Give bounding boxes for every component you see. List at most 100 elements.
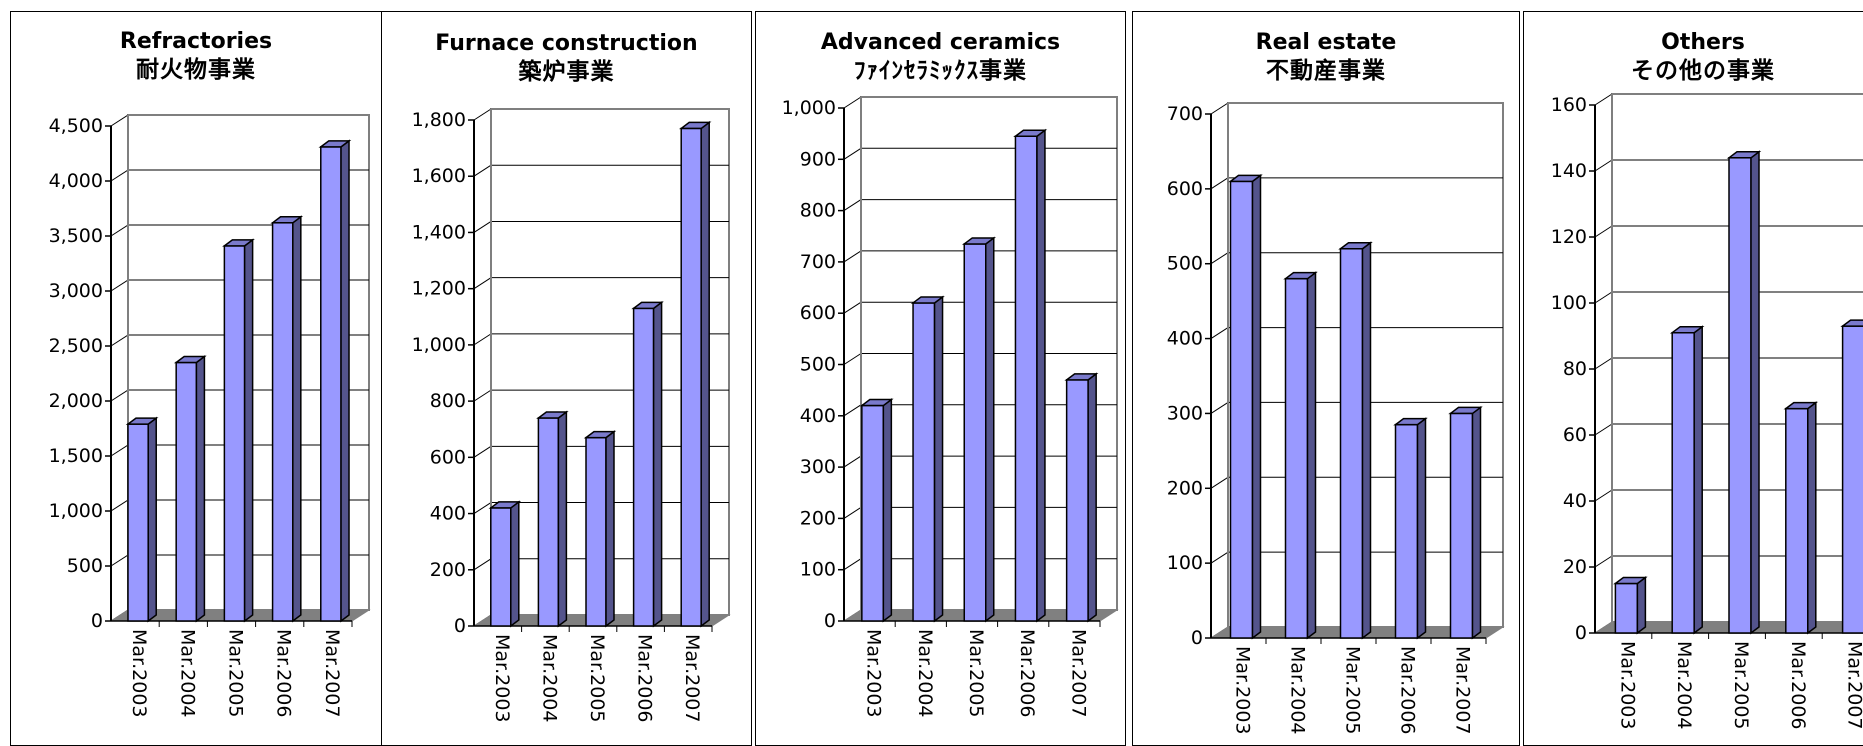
bar-front xyxy=(1339,247,1364,639)
bar-chart-others: 0 20 40 60 80 100 120 140 160 Mar.2003 Mar.2004 Mar… xyxy=(1551,93,1863,730)
y-tick-label: 140 xyxy=(1551,160,1587,182)
bar xyxy=(318,139,352,623)
y-tick-label: 20 xyxy=(1563,556,1587,578)
gridline-side xyxy=(843,96,862,109)
gridline-side xyxy=(110,224,129,237)
bar-side xyxy=(292,215,302,623)
gridline-side xyxy=(1210,177,1229,190)
y-tick-label: 0 xyxy=(824,610,836,632)
bar xyxy=(1448,405,1483,640)
chart-panel-furnace-construction: Furnace construction 築炉事業 0 200 400 600 800 1… xyxy=(381,11,752,746)
bar-top xyxy=(1840,319,1863,327)
x-tick-label: Mar.2006 xyxy=(273,629,295,718)
chart-title-english: Others xyxy=(1661,30,1745,55)
gridline-side xyxy=(1594,225,1613,238)
bar-front xyxy=(861,404,885,622)
gridline-side xyxy=(110,169,129,182)
bar-front xyxy=(585,436,607,627)
y-tick-label: 0 xyxy=(1191,627,1203,649)
y-tick-label: 60 xyxy=(1563,424,1587,446)
bar-top xyxy=(125,417,159,425)
chart-panel-advanced-ceramics: Advanced ceramics ﾌｧｲﾝｾﾗﾐｯｸｽ事業 0 100 200 30… xyxy=(755,11,1126,746)
bar-side xyxy=(1693,325,1703,635)
y-tick-label: 700 xyxy=(800,251,836,273)
y-tick-label: 500 xyxy=(67,555,103,577)
bar-top xyxy=(1338,241,1373,250)
y-tick-label: 800 xyxy=(800,200,836,222)
bar-side xyxy=(1471,405,1482,640)
bar-top xyxy=(536,411,569,419)
bar xyxy=(1840,319,1863,634)
y-tick-label: 300 xyxy=(800,456,836,478)
x-tick-label: Mar.2004 xyxy=(1673,641,1695,730)
gridline-side xyxy=(110,389,129,402)
bar-front xyxy=(127,423,149,622)
bar-front xyxy=(912,302,936,622)
bar-top xyxy=(1669,325,1705,334)
gridline-side xyxy=(473,445,492,458)
chart-panel-real-estate: Real estate 不動産事業 0 100 200 300 400 500 600 700… xyxy=(1132,11,1520,746)
chart-panel-refractories: Refractories 耐火物事業 0 500 1,000 1,500 2,000 2,… xyxy=(10,11,382,746)
y-tick-label: 3,500 xyxy=(49,225,103,247)
y-tick-label: 40 xyxy=(1563,490,1587,512)
x-tick-label: Mar.2007 xyxy=(681,634,703,723)
bar-side xyxy=(933,295,944,623)
x-tick-label: Mar.2003 xyxy=(491,634,513,723)
chart-title: Advanced ceramics ﾌｧｲﾝｾﾗﾐｯｸｽ事業 xyxy=(756,29,1125,85)
bar-side xyxy=(510,500,520,628)
gridline-side xyxy=(473,558,492,571)
gridline-side xyxy=(110,554,129,567)
bar xyxy=(1283,271,1318,640)
bar-front xyxy=(1785,407,1809,634)
x-tick-label: Mar.2006 xyxy=(1397,646,1419,735)
x-tick-label: Mar.2007 xyxy=(1452,646,1474,735)
y-tick-label: 800 xyxy=(430,390,466,412)
bar-top xyxy=(1613,576,1648,585)
bar xyxy=(1013,128,1048,623)
bar xyxy=(1228,173,1263,640)
bar xyxy=(1669,325,1705,635)
y-tick-label: 2,500 xyxy=(49,335,103,357)
x-tick-label: Mar.2005 xyxy=(1730,641,1752,730)
x-tick-label: Mar.2003 xyxy=(128,629,150,718)
bar-side xyxy=(1361,241,1372,640)
bar-side xyxy=(1306,271,1317,640)
bar-top xyxy=(961,237,997,245)
y-tick-label: 500 xyxy=(1167,253,1203,275)
bar-front xyxy=(1014,135,1038,622)
gridline-side xyxy=(473,277,492,290)
bar-front xyxy=(175,361,198,622)
gridline-side xyxy=(1210,402,1229,414)
bar-top xyxy=(910,296,945,304)
x-tick-label: Mar.2003 xyxy=(1232,646,1254,735)
bar xyxy=(1064,372,1099,623)
x-tick-label: Mar.2007 xyxy=(1067,629,1089,718)
bar-side xyxy=(1251,173,1262,640)
x-tick-label: Mar.2004 xyxy=(176,629,198,718)
chart-panel-others: Others その他の事業 0 20 40 60 80 100 120 140 160 Mar.2… xyxy=(1523,11,1863,746)
gridline-side xyxy=(473,333,492,346)
gridline-side xyxy=(1210,551,1229,564)
y-tick-label: 300 xyxy=(1167,402,1203,424)
y-tick-label: 0 xyxy=(91,610,103,632)
gridline-side xyxy=(110,334,129,347)
y-tick-label: 1,000 xyxy=(49,500,103,522)
y-tick-label: 1,400 xyxy=(412,221,466,243)
bar-front xyxy=(271,222,294,622)
x-tick-label: Mar.2006 xyxy=(634,634,656,723)
y-tick-label: 120 xyxy=(1551,226,1587,248)
bar xyxy=(536,410,569,628)
bar xyxy=(1393,417,1428,640)
x-tick-label: Mar.2003 xyxy=(863,629,885,718)
gridline-side xyxy=(473,502,492,514)
chart-title: Refractories 耐火物事業 xyxy=(11,28,381,84)
x-tick-label: Mar.2004 xyxy=(1287,646,1309,735)
bar-front xyxy=(537,417,560,627)
bar-side xyxy=(1807,401,1817,635)
y-tick-label: 200 xyxy=(800,507,836,529)
bar-chart-real-estate: 0 100 200 300 400 500 600 700 Mar.2003 Mar.2004 Ma… xyxy=(1167,102,1505,735)
y-tick-label: 500 xyxy=(800,354,836,376)
chart-title-english: Furnace construction xyxy=(435,31,698,56)
gridline-side xyxy=(473,221,492,233)
